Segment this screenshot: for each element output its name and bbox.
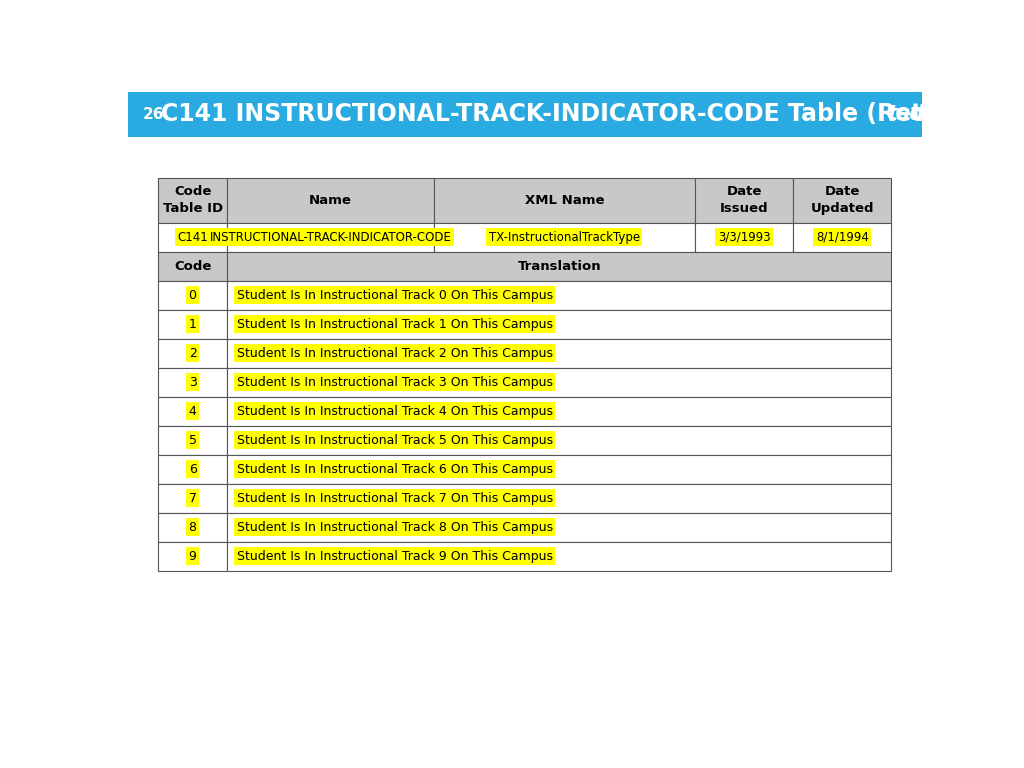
Bar [158, 512, 227, 541]
Text: Student Is In Instructional Track 0 On This Campus: Student Is In Instructional Track 0 On T… [237, 289, 553, 302]
Text: XML Name: XML Name [524, 194, 604, 207]
Text: 26: 26 [142, 107, 164, 122]
Bar [227, 512, 892, 541]
Text: Student Is In Instructional Track 6 On This Campus: Student Is In Instructional Track 6 On T… [237, 462, 553, 475]
Bar [227, 455, 892, 484]
Bar [158, 425, 227, 455]
Bar [227, 541, 892, 571]
Text: TX-InstructionalTrackType: TX-InstructionalTrackType [488, 231, 640, 243]
Text: Code
Table ID: Code Table ID [163, 185, 222, 215]
Text: Translation: Translation [517, 260, 601, 273]
Bar [434, 223, 695, 252]
Bar [227, 281, 892, 310]
Text: 3/3/1993: 3/3/1993 [718, 231, 770, 243]
Bar [227, 310, 892, 339]
Bar [434, 178, 695, 223]
Bar [794, 178, 892, 223]
Bar [158, 310, 227, 339]
Text: 0: 0 [188, 289, 197, 302]
Bar [227, 252, 892, 281]
Bar [158, 339, 227, 368]
Bar [158, 455, 227, 484]
Bar [128, 92, 922, 137]
Bar [227, 368, 892, 397]
Bar [227, 339, 892, 368]
Bar [158, 223, 227, 252]
Text: INSTRUCTIONAL-TRACK-INDICATOR-CODE: INSTRUCTIONAL-TRACK-INDICATOR-CODE [210, 231, 452, 243]
Text: 3: 3 [188, 376, 197, 389]
Bar [227, 223, 434, 252]
Text: Student Is In Instructional Track 5 On This Campus: Student Is In Instructional Track 5 On T… [237, 434, 553, 447]
Bar [158, 541, 227, 571]
Text: Student Is In Instructional Track 8 On This Campus: Student Is In Instructional Track 8 On T… [237, 521, 553, 534]
Text: Student Is In Instructional Track 7 On This Campus: Student Is In Instructional Track 7 On T… [237, 492, 553, 505]
Text: 5: 5 [188, 434, 197, 447]
Text: Student Is In Instructional Track 1 On This Campus: Student Is In Instructional Track 1 On T… [237, 318, 553, 331]
Bar [794, 223, 892, 252]
Text: Student Is In Instructional Track 9 On This Campus: Student Is In Instructional Track 9 On T… [237, 550, 553, 563]
Text: Code: Code [174, 260, 211, 273]
Text: 1: 1 [188, 318, 197, 331]
Bar [158, 368, 227, 397]
Text: tsds: tsds [888, 104, 937, 124]
Bar [227, 397, 892, 425]
Bar [158, 281, 227, 310]
Bar [695, 223, 794, 252]
Bar [158, 397, 227, 425]
Text: Date
Issued: Date Issued [720, 185, 768, 215]
Bar [158, 252, 227, 281]
Text: C141 INSTRUCTIONAL-TRACK-INDICATOR-CODE Table (Retired): C141 INSTRUCTIONAL-TRACK-INDICATOR-CODE … [162, 102, 986, 126]
Text: Student Is In Instructional Track 2 On This Campus: Student Is In Instructional Track 2 On T… [237, 346, 553, 359]
Text: 8: 8 [188, 521, 197, 534]
Bar [227, 484, 892, 512]
Text: Date
Updated: Date Updated [811, 185, 874, 215]
Bar [695, 178, 794, 223]
Text: Student Is In Instructional Track 3 On This Campus: Student Is In Instructional Track 3 On T… [237, 376, 553, 389]
Text: 6: 6 [188, 462, 197, 475]
Bar [227, 178, 434, 223]
Text: 7: 7 [188, 492, 197, 505]
Text: 8/1/1994: 8/1/1994 [816, 231, 868, 243]
Text: 2: 2 [188, 346, 197, 359]
Text: C141: C141 [177, 231, 208, 243]
Text: Name: Name [309, 194, 352, 207]
Text: 4: 4 [188, 405, 197, 418]
Bar [158, 178, 227, 223]
Bar [227, 425, 892, 455]
Text: Student Is In Instructional Track 4 On This Campus: Student Is In Instructional Track 4 On T… [237, 405, 553, 418]
Text: 9: 9 [188, 550, 197, 563]
Bar [158, 484, 227, 512]
